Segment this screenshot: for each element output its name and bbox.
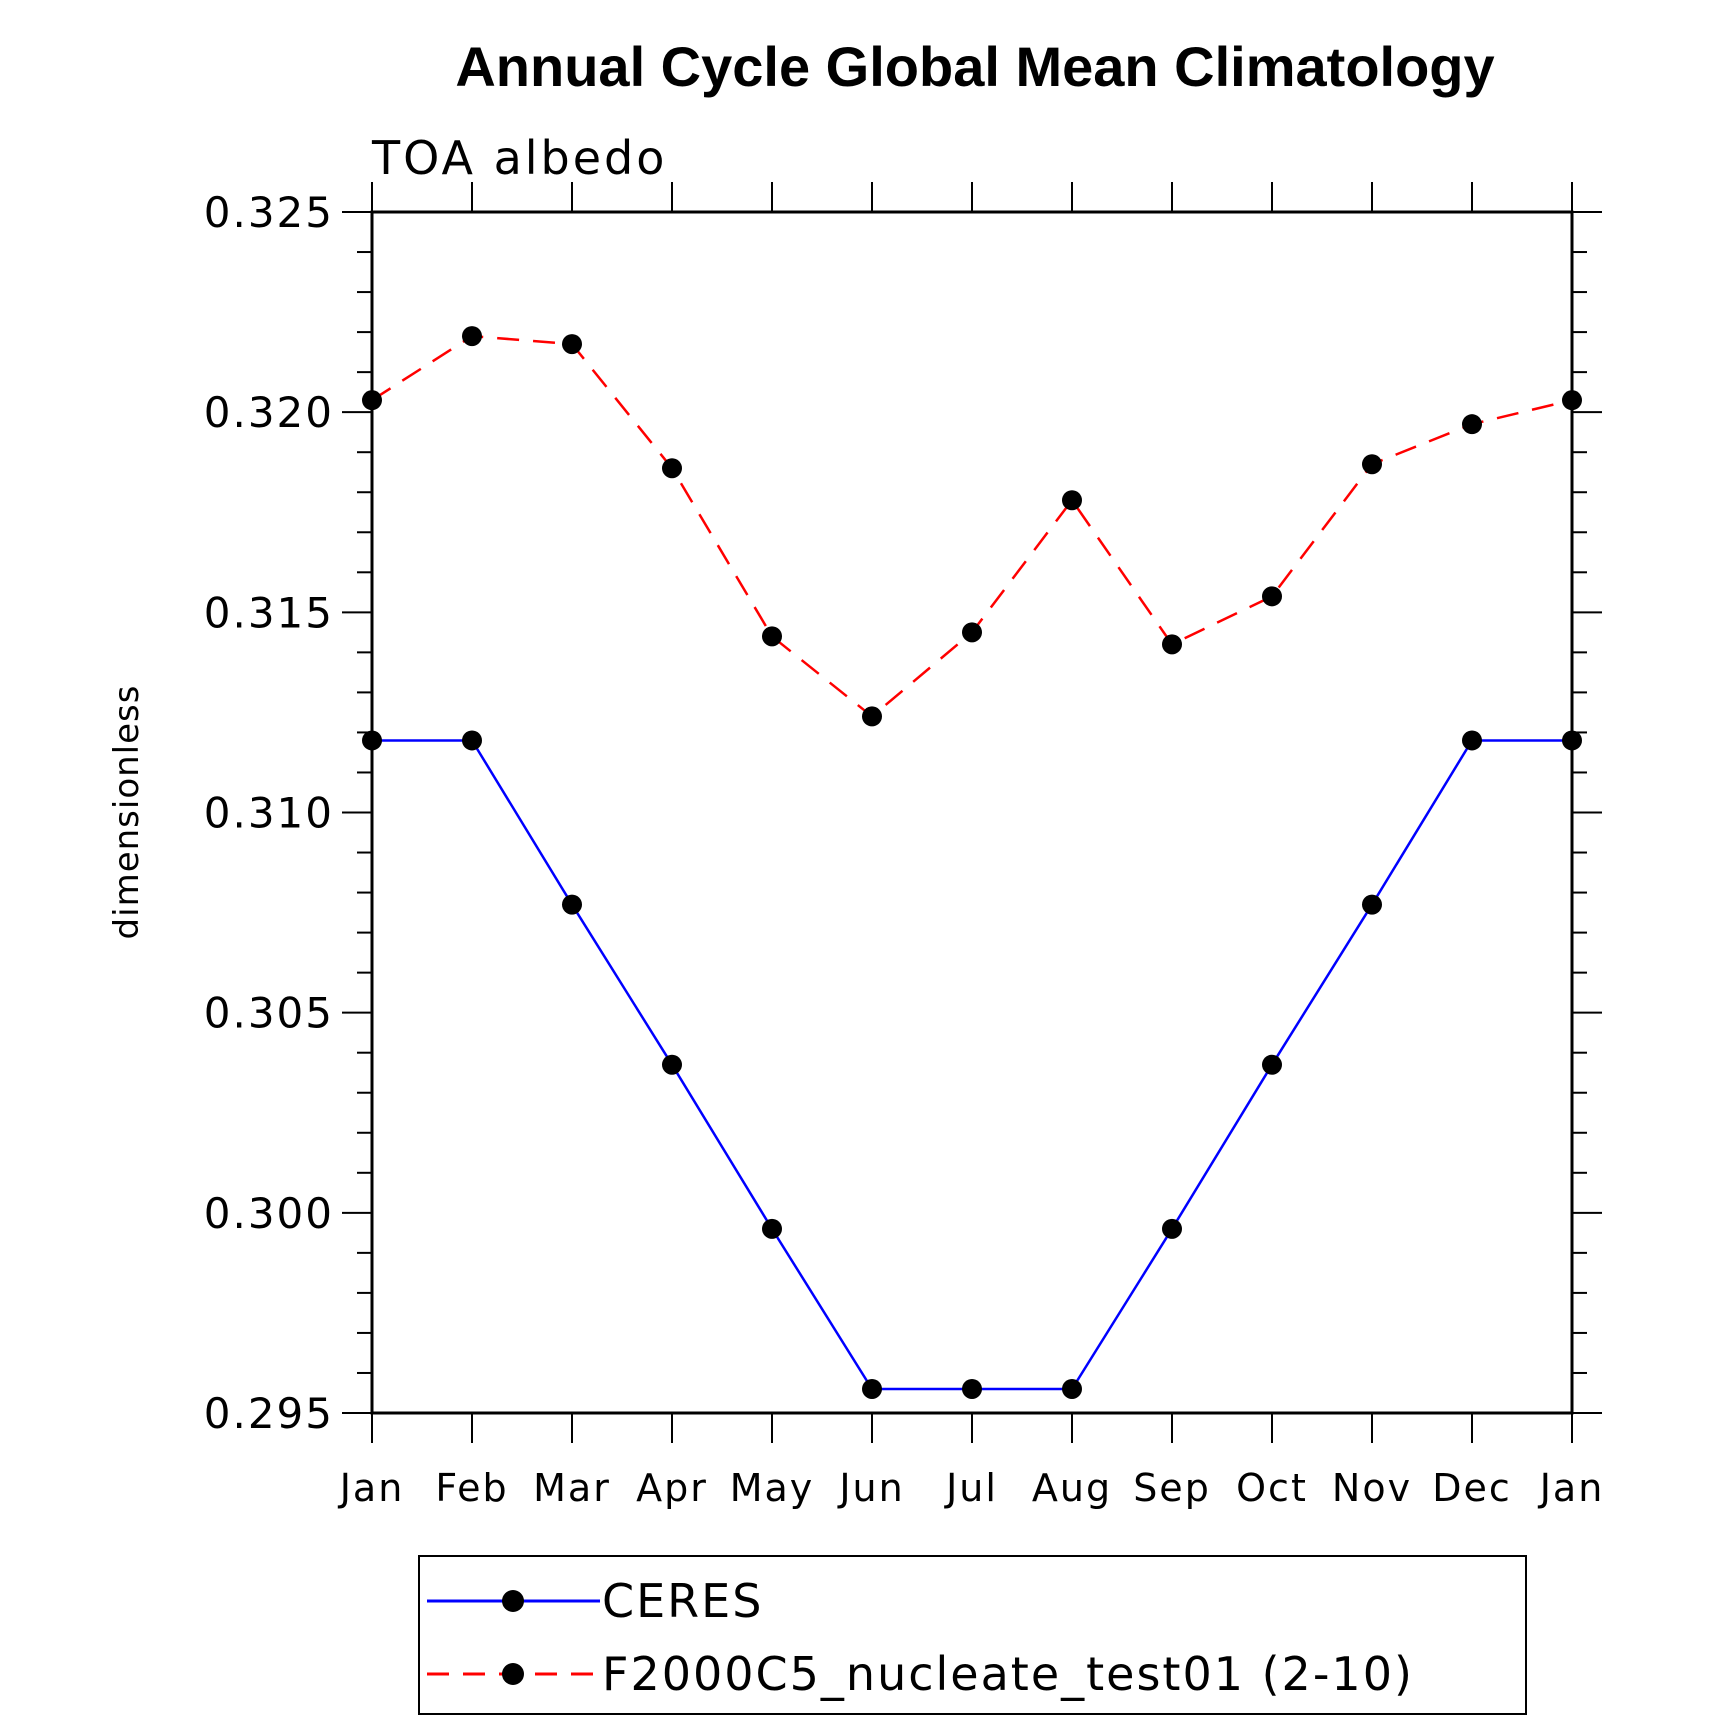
data-point: [1062, 1378, 1082, 1399]
x-tick-label: Dec: [1432, 1466, 1512, 1510]
data-point: [1062, 490, 1082, 511]
data-point: [962, 1378, 982, 1399]
x-tick-label: Jan: [338, 1466, 405, 1510]
y-axis-label: dimensionless: [107, 685, 147, 940]
x-tick-label: Apr: [636, 1466, 708, 1510]
y-tick-label: 0.320: [204, 388, 334, 437]
data-point: [362, 730, 382, 751]
data-point: [1262, 586, 1282, 607]
data-point: [1262, 1054, 1282, 1075]
legend-box: [418, 1555, 1527, 1715]
x-tick-label: Jul: [944, 1466, 998, 1510]
data-point: [1362, 894, 1382, 915]
x-tick-label: Feb: [435, 1466, 508, 1510]
data-point: [762, 1218, 782, 1239]
x-tick-label: Nov: [1332, 1466, 1412, 1510]
y-tick-label: 0.295: [204, 1389, 334, 1438]
data-point: [1462, 414, 1482, 435]
data-point: [662, 1054, 682, 1075]
data-point: [462, 730, 482, 751]
legend-label-model: F2000C5_nucleate_test01 (2-10): [602, 1647, 1414, 1701]
chart-title: Annual Cycle Global Mean Climatology: [455, 35, 1494, 98]
data-point: [1162, 1218, 1182, 1239]
series-line-0: [372, 739, 1572, 1391]
y-axis: 0.325 0.320 0.315 0.310 0.305 0.300 0.295: [204, 188, 1602, 1438]
data-point: [862, 1378, 882, 1399]
data-point: [862, 706, 882, 727]
legend-label-ceres: CERES: [602, 1574, 763, 1628]
legend: CERES F2000C5_nucleate_test01 (2-10): [418, 1555, 1527, 1715]
chart-subtitle: TOA albedo: [371, 131, 667, 185]
y-tick-label: 0.310: [204, 789, 334, 838]
x-tick-label: Jun: [837, 1466, 904, 1510]
x-tick-label: May: [730, 1466, 815, 1510]
data-point: [562, 894, 582, 915]
x-tick-label: Jan: [1538, 1466, 1605, 1510]
data-point: [1562, 390, 1582, 411]
legend-marker-ceres: [502, 1590, 524, 1612]
x-tick-label: Sep: [1133, 1466, 1211, 1510]
data-point: [562, 334, 582, 355]
data-point: [1362, 454, 1382, 475]
y-tick-label: 0.315: [204, 588, 334, 637]
series-line-1: [371, 334, 1573, 719]
x-tick-label: Aug: [1032, 1466, 1112, 1510]
x-tick-label: Oct: [1236, 1466, 1308, 1510]
data-point: [762, 626, 782, 647]
data-point: [962, 622, 982, 643]
data-point: [462, 326, 482, 347]
plot-area: [362, 326, 1582, 1399]
plot-border: [370, 210, 1574, 1415]
data-point: [362, 390, 382, 411]
data-point: [1562, 730, 1582, 751]
legend-marker-model: [502, 1663, 524, 1685]
data-point: [1162, 634, 1182, 655]
y-tick-label: 0.305: [204, 989, 334, 1038]
y-tick-label: 0.300: [204, 1189, 334, 1238]
axes-frame: [370, 210, 1574, 1415]
data-point: [1462, 730, 1482, 751]
y-tick-label: 0.325: [204, 188, 334, 237]
x-tick-label: Mar: [533, 1466, 611, 1510]
data-point: [662, 458, 682, 479]
x-axis: Jan Feb Mar Apr May Jun Jul Aug Sep Oct Nov Dec Jan: [338, 182, 1605, 1510]
